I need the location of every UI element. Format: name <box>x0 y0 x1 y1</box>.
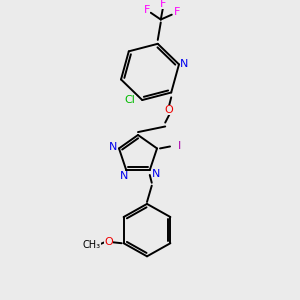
Text: N: N <box>180 59 188 69</box>
Text: N: N <box>109 142 117 152</box>
Text: CH₃: CH₃ <box>82 240 101 250</box>
Text: F: F <box>174 7 180 17</box>
Text: O: O <box>104 237 113 247</box>
Text: I: I <box>177 142 181 152</box>
Text: F: F <box>144 5 150 15</box>
Text: Cl: Cl <box>125 95 136 105</box>
Text: N: N <box>120 171 128 181</box>
Text: N: N <box>152 169 160 179</box>
Text: O: O <box>165 105 174 115</box>
Text: F: F <box>160 0 166 9</box>
